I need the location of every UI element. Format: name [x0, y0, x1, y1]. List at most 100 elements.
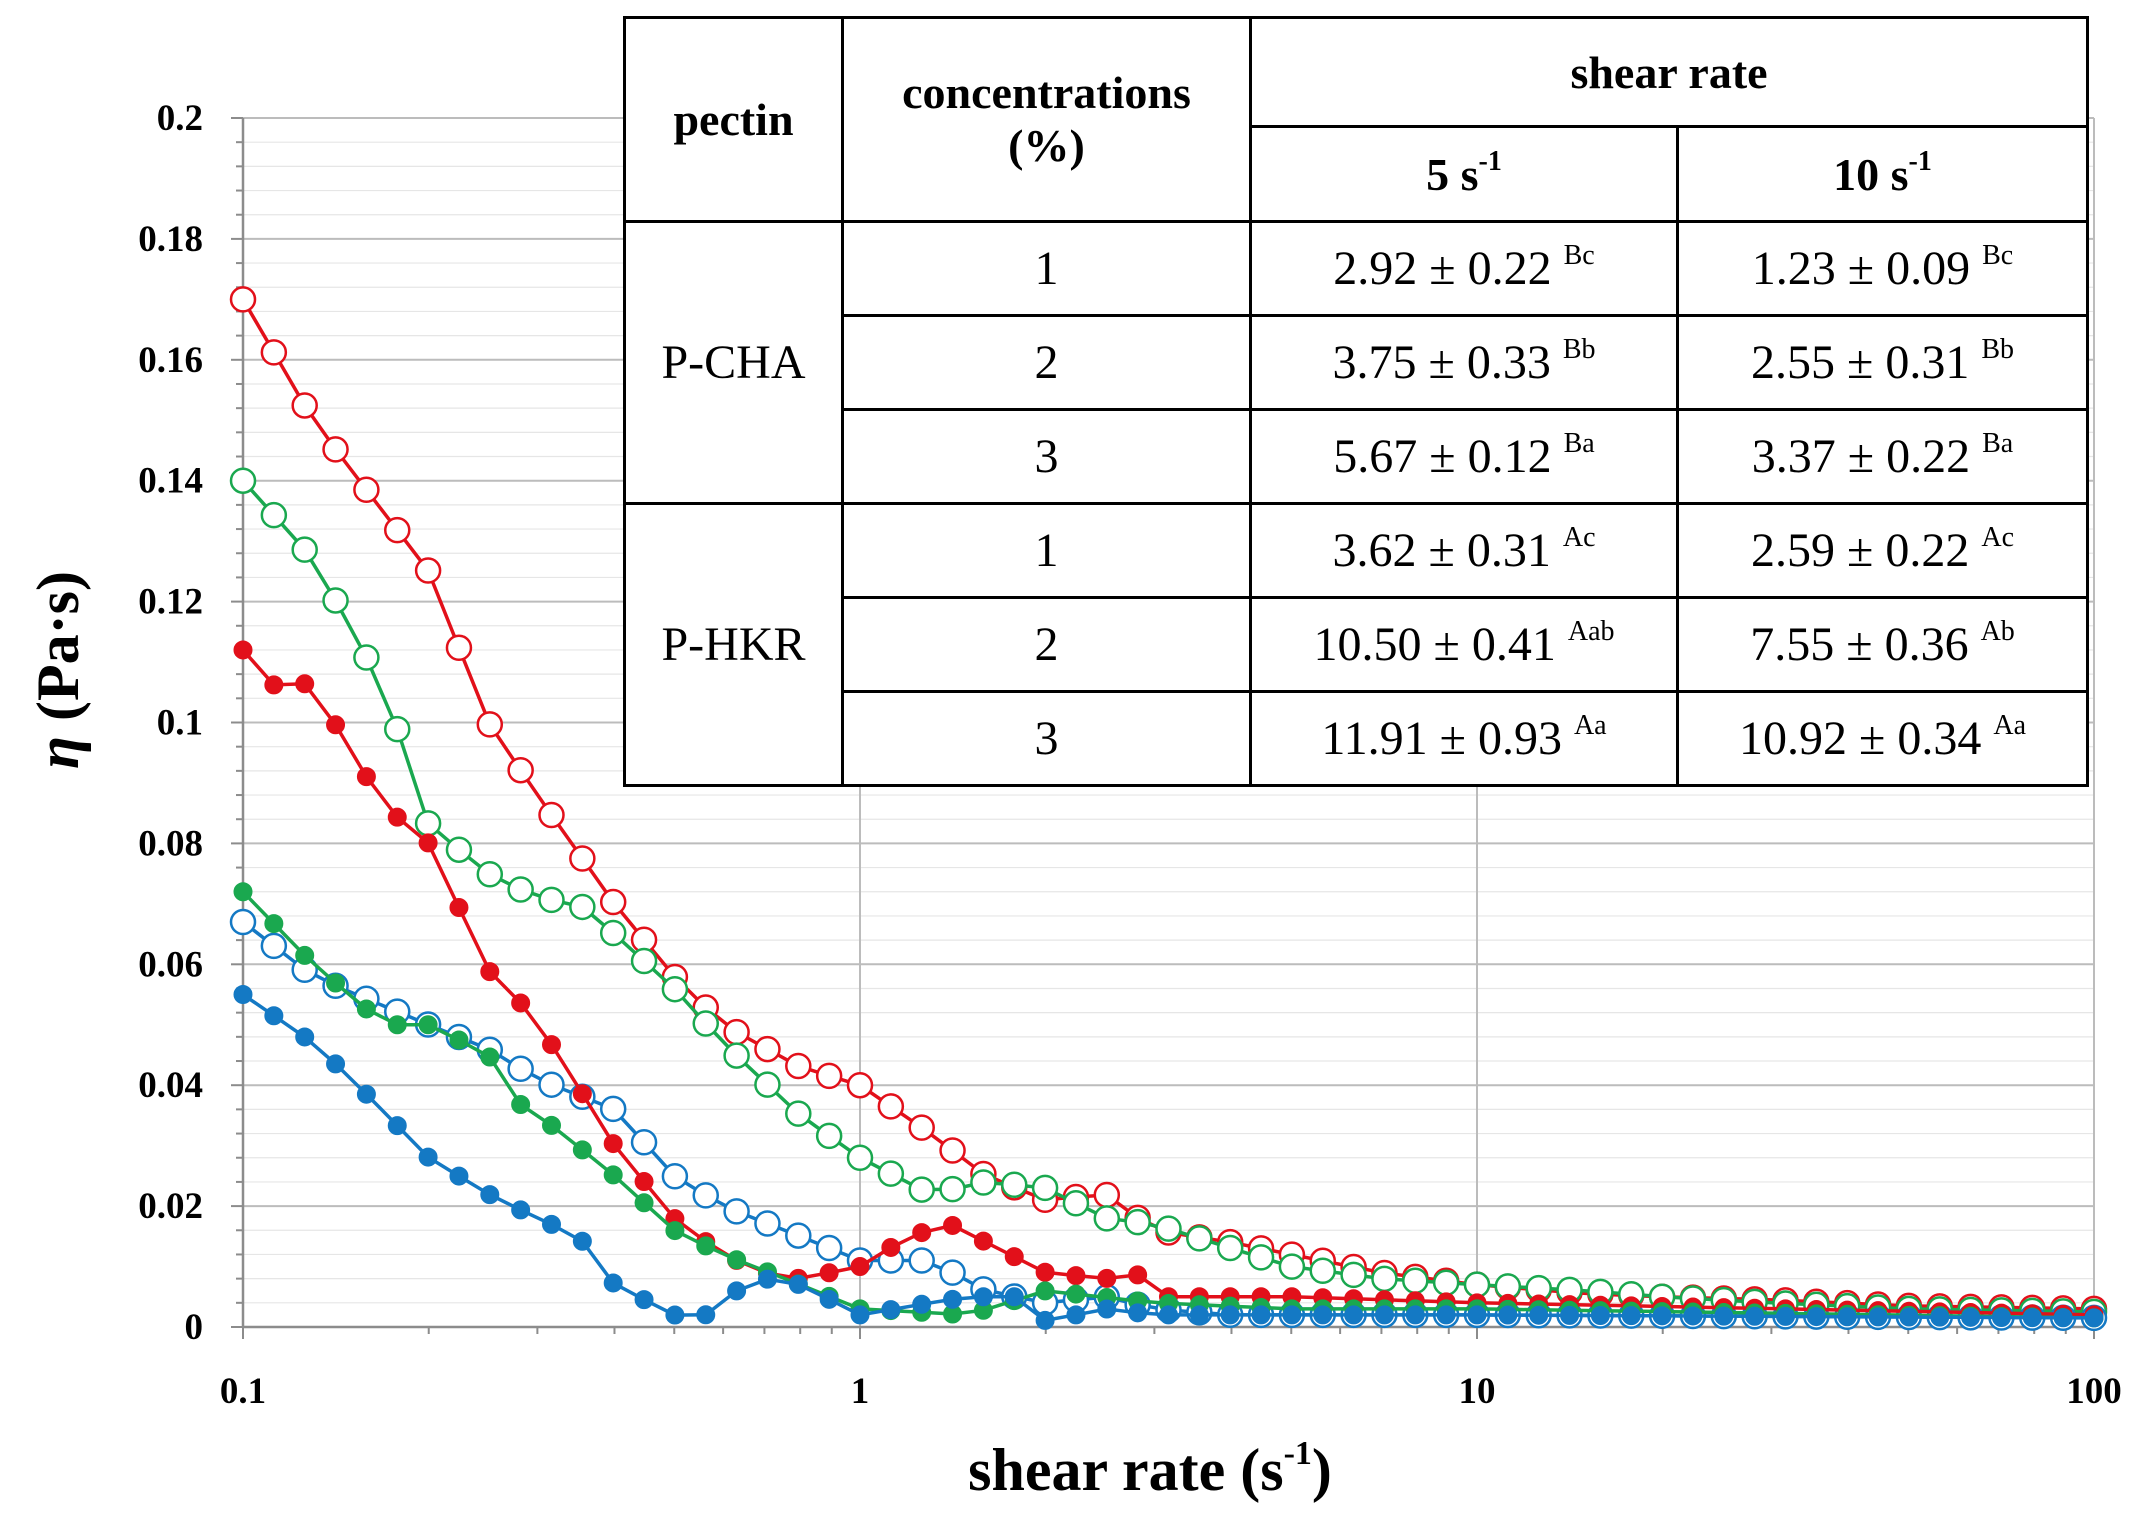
data-point: [356, 999, 376, 1019]
data-point: [1247, 1244, 1275, 1271]
data-point: [538, 886, 565, 914]
value-10s-cell: 10.92 ± 0.34 Aa: [1675, 689, 2090, 788]
data-point: [1868, 1307, 1888, 1327]
header-pectin: pectin: [623, 16, 844, 223]
conc-cell: 3: [841, 689, 1252, 788]
header-shear-rate: shear rate: [1248, 15, 2090, 129]
value-10s-cell: 2.59 ± 0.22 Ac: [1675, 501, 2090, 599]
data-point: [326, 715, 346, 735]
header-10s-sup: -1: [1908, 146, 1932, 178]
header-5s: 5 s-1: [1249, 125, 1679, 223]
x-axis-title-sup: -1: [1284, 1435, 1312, 1472]
x-axis-title-main: shear rate (s: [968, 1437, 1283, 1503]
data-point: [634, 1290, 654, 1310]
y-tick-label: 0.04: [138, 1065, 203, 1106]
data-point: [1467, 1305, 1487, 1325]
data-point: [788, 1274, 808, 1294]
value-10s: 1.23 ± 0.09: [1751, 242, 1983, 296]
data-point: [1991, 1307, 2011, 1327]
data-point: [846, 1071, 874, 1099]
data-point: [295, 674, 315, 694]
value-10s-cell: 3.37 ± 0.22 Ba: [1675, 407, 2090, 505]
y-tick-label: 0.12: [138, 582, 203, 623]
data-point: [233, 985, 253, 1005]
data-point: [1344, 1305, 1364, 1325]
data-point: [785, 1222, 812, 1249]
conc-cell: 3: [841, 407, 1252, 505]
data-point: [634, 1193, 654, 1213]
data-point: [322, 436, 349, 463]
data-point: [507, 756, 534, 784]
data-point: [2022, 1308, 2042, 1328]
data-point: [1189, 1305, 1209, 1325]
data-point: [1806, 1307, 1826, 1327]
data-point: [511, 993, 531, 1013]
data-point: [511, 1200, 531, 1220]
data-point: [1374, 1305, 1394, 1325]
data-point: [264, 675, 284, 695]
conc-cell: 1: [841, 219, 1252, 317]
data-point: [785, 1100, 812, 1127]
data-point: [973, 1287, 993, 1307]
value-10s-sup: Aa: [1993, 710, 2026, 742]
data-point: [1683, 1306, 1703, 1326]
data-point: [387, 1116, 407, 1136]
value-10s-sup: Bc: [1982, 240, 2014, 272]
data-point: [291, 536, 318, 563]
data-point: [476, 861, 504, 888]
y-tick-label: 0.16: [138, 340, 203, 381]
data-point: [569, 893, 596, 921]
value-5s: 10.50 ± 0.41: [1313, 618, 1568, 672]
table-row: 2 3.75 ± 0.33 Bb 2.55 ± 0.31 Bb: [625, 313, 2090, 411]
data-point: [1899, 1307, 1919, 1327]
data-point: [723, 1018, 750, 1046]
data-point: [538, 801, 565, 829]
data-point: [356, 767, 376, 787]
data-point: [572, 1140, 592, 1160]
data-point: [295, 945, 315, 965]
data-point: [630, 947, 658, 975]
data-point: [939, 1175, 966, 1203]
data-point: [1066, 1305, 1086, 1325]
data-point: [603, 1134, 623, 1154]
data-point: [1309, 1257, 1336, 1285]
data-point: [1529, 1305, 1549, 1325]
data-point: [1093, 1181, 1121, 1209]
data-point: [326, 973, 346, 993]
data-point: [1961, 1307, 1981, 1327]
data-point: [1004, 1247, 1024, 1267]
data-point: [1220, 1305, 1240, 1325]
header-10s-value: 10 s: [1833, 149, 1909, 201]
series-blue-filled: [233, 985, 2104, 1330]
value-10s-cell: 2.55 ± 0.31 Bb: [1675, 313, 2090, 411]
header-10s: 10 s-1: [1675, 125, 2090, 223]
y-axis-units: (Pa·s): [25, 571, 91, 736]
value-10s: 2.59 ± 0.22: [1751, 524, 1982, 578]
data-point: [1498, 1305, 1518, 1325]
data-point: [1128, 1265, 1148, 1285]
data-point: [815, 1122, 843, 1150]
series-green-filled: [233, 882, 2104, 1328]
header-5s-sup: -1: [1478, 146, 1502, 178]
data-point: [291, 392, 318, 419]
data-point: [260, 339, 288, 366]
data-point: [665, 1305, 685, 1325]
value-5s-sup: Aab: [1567, 616, 1615, 648]
table-row: P-HKR 1 3.62 ± 0.31 Ac 2.59 ± 0.22 Ac: [623, 501, 2090, 788]
value-5s-cell: 5.67 ± 0.12 Ba: [1249, 407, 1679, 505]
data-point: [850, 1305, 870, 1325]
data-point: [599, 888, 627, 916]
data-point: [1745, 1306, 1765, 1326]
data-point: [414, 557, 442, 584]
value-10s-sup: Ac: [1981, 522, 2014, 554]
data-point: [353, 476, 380, 504]
y-tick-label: 0.1: [157, 703, 203, 744]
data-point: [1251, 1305, 1271, 1325]
value-5s-cell: 3.62 ± 0.31 Ac: [1249, 501, 1679, 599]
data-point: [603, 1273, 623, 1293]
table-row: 3 11.91 ± 0.93 Aa 10.92 ± 0.34 Aa: [625, 689, 2090, 788]
data-point: [692, 1182, 719, 1209]
value-5s: 3.75 ± 0.33: [1332, 336, 1563, 390]
tick-labels: 00.020.040.060.080.10.120.140.160.180.20…: [138, 98, 2122, 1412]
